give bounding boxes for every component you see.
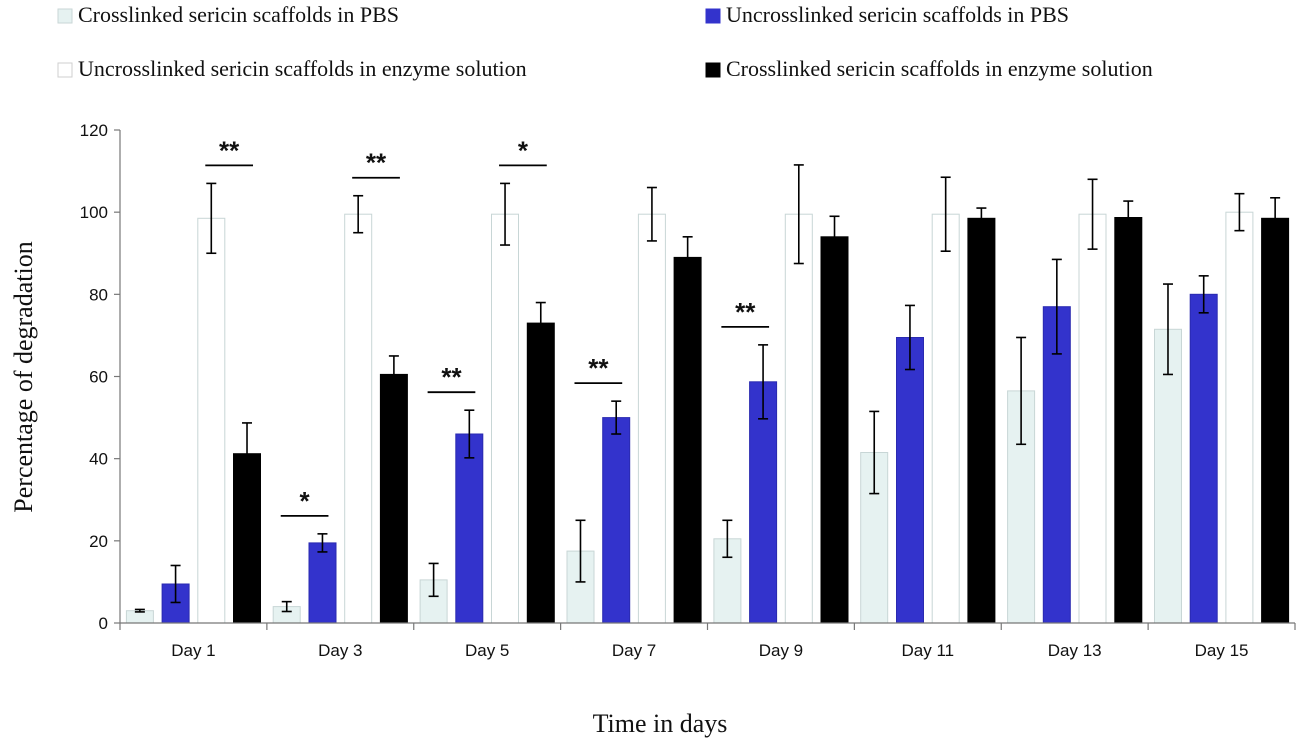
bar (1261, 217, 1290, 624)
legend-swatch (57, 62, 73, 78)
y-tick-label: 40 (89, 450, 108, 469)
x-tick-label: Day 5 (465, 641, 509, 660)
bar (1078, 213, 1107, 624)
legend: Crosslinked sericin scaffolds in PBS Uncr… (57, 2, 1153, 81)
legend-label: Uncrosslinked sericin scaffolds in enzym… (78, 56, 527, 81)
y-tick-label: 20 (89, 532, 108, 551)
bar (967, 217, 996, 624)
bar (896, 337, 924, 624)
x-tick-label: Day 3 (318, 641, 362, 660)
error-bars (134, 164, 1281, 613)
bar (673, 256, 702, 624)
y-tick-label: 120 (80, 121, 108, 140)
x-tick-label: Day 15 (1195, 641, 1249, 660)
bar (1114, 217, 1143, 624)
significance-annotations: ** ****** **** (205, 135, 770, 517)
y-tick-label: 80 (89, 285, 108, 304)
y-axis-title: Percentage of degradation (9, 241, 38, 512)
bar (455, 433, 484, 624)
bar (344, 213, 373, 624)
bar (820, 236, 849, 624)
bar (931, 213, 960, 624)
bar (784, 213, 813, 624)
bar (1154, 328, 1182, 624)
bar (637, 213, 666, 624)
bar (1189, 293, 1218, 624)
legend-label: Crosslinked sericin scaffolds in PBS (78, 2, 399, 27)
y-tick-label: 100 (80, 203, 108, 222)
legend-label: Uncrosslinked sericin scaffolds in PBS (726, 2, 1069, 27)
legend-swatch (705, 62, 721, 78)
x-axis-title: Time in days (593, 709, 728, 738)
bar (379, 373, 408, 624)
significance-label: * (300, 486, 311, 516)
significance-label: ** (219, 135, 240, 165)
legend-swatch (705, 8, 721, 24)
bar (602, 417, 631, 624)
x-tick-label: Day 13 (1048, 641, 1102, 660)
significance-label: ** (366, 148, 387, 178)
bar (526, 322, 555, 624)
bar (197, 217, 226, 624)
significance-label: ** (588, 353, 609, 383)
bars (125, 211, 1290, 624)
x-tick-label: Day 1 (171, 641, 215, 660)
legend-swatch (57, 8, 73, 24)
x-tick-label: Day 7 (612, 641, 656, 660)
x-tick-label: Day 9 (759, 641, 803, 660)
significance-label: * (518, 135, 529, 165)
bar (1225, 211, 1254, 624)
bar (491, 213, 519, 624)
y-tick-label: 0 (99, 614, 108, 633)
bar (308, 542, 337, 624)
significance-label: ** (735, 297, 756, 327)
x-tick-label: Day 11 (902, 641, 955, 660)
axes: 0 20 40 60 80 100 120 Day 1 Day 3 Day 5 Day 7 Day 9… (80, 121, 1296, 660)
y-tick-label: 60 (89, 368, 108, 387)
legend-label: Crosslinked sericin scaffolds in enzyme … (726, 56, 1153, 81)
significance-label: ** (441, 362, 462, 392)
bar (749, 381, 778, 624)
